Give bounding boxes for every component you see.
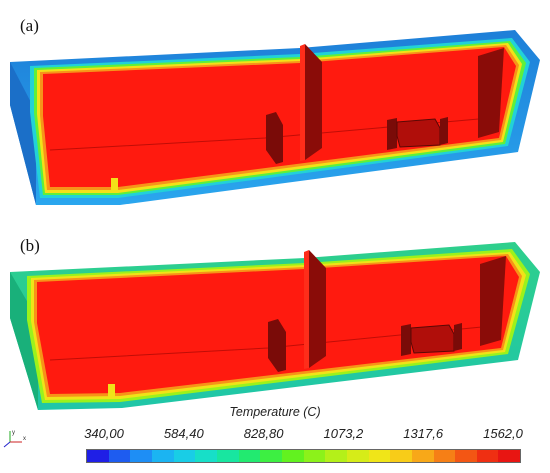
model-b bbox=[10, 242, 540, 410]
right-back-wall-b bbox=[480, 256, 506, 346]
burner-box-b bbox=[410, 324, 455, 354]
colorbar-segment bbox=[195, 450, 217, 462]
panel-label-b: (b) bbox=[20, 236, 40, 255]
svg-text:x: x bbox=[23, 436, 26, 442]
legend-tick-label: 340,00 bbox=[84, 426, 124, 441]
legend-tick-label: 828,80 bbox=[243, 426, 284, 441]
temperature-colorbar bbox=[86, 449, 521, 463]
colorbar-segment bbox=[476, 450, 499, 462]
left-face-a bbox=[10, 62, 36, 205]
colorbar-segment bbox=[368, 450, 391, 462]
block-right-b bbox=[401, 324, 411, 356]
legend-title: Temperature (C) bbox=[229, 405, 321, 419]
legend-tick-label: 1562,0 bbox=[483, 426, 523, 441]
colorbar-segment bbox=[455, 450, 477, 462]
legend-tick-label: 1317,6 bbox=[403, 426, 444, 441]
axes-triad-icon: x y bbox=[3, 430, 26, 448]
colorbar-segment bbox=[87, 450, 109, 462]
colorbar-segment bbox=[303, 450, 326, 462]
colorbar-segment bbox=[173, 450, 196, 462]
colorbar-segment bbox=[281, 450, 304, 462]
divider-top-a bbox=[300, 44, 305, 161]
block-right-a bbox=[387, 118, 397, 150]
divider-top-b bbox=[304, 250, 309, 369]
divider-wall-a bbox=[305, 44, 322, 160]
legend-tick-label: 1073,2 bbox=[323, 426, 364, 441]
burner-box-a bbox=[396, 118, 441, 148]
hot-interior-a bbox=[43, 47, 516, 187]
svg-text:y: y bbox=[12, 430, 15, 436]
floor-notch-a bbox=[111, 178, 118, 192]
legend-tick-label: 584,40 bbox=[163, 426, 204, 441]
divider-wall-b bbox=[309, 250, 326, 368]
colorbar-segment bbox=[498, 450, 521, 462]
block-left-a bbox=[266, 112, 283, 164]
colorbar-segment bbox=[411, 450, 434, 462]
colorbar-segment bbox=[260, 450, 282, 462]
panel-label-a: (a) bbox=[20, 16, 39, 35]
colorbar-segment bbox=[325, 450, 347, 462]
colorbar-segment bbox=[346, 450, 369, 462]
model-a bbox=[10, 30, 540, 205]
colorbar-segment bbox=[108, 450, 131, 462]
colorbar-segment bbox=[151, 450, 174, 462]
floor-notch-b bbox=[108, 384, 115, 398]
colorbar-segment bbox=[238, 450, 261, 462]
colorbar-segment bbox=[216, 450, 239, 462]
block-right2-b bbox=[454, 323, 462, 351]
right-back-wall-a bbox=[478, 48, 504, 138]
left-face-b bbox=[10, 272, 38, 410]
block-left-b bbox=[268, 319, 286, 372]
colorbar-segment bbox=[390, 450, 412, 462]
colorbar-segment bbox=[130, 450, 152, 462]
block-right2-a bbox=[440, 117, 448, 145]
colorbar-segment bbox=[433, 450, 456, 462]
